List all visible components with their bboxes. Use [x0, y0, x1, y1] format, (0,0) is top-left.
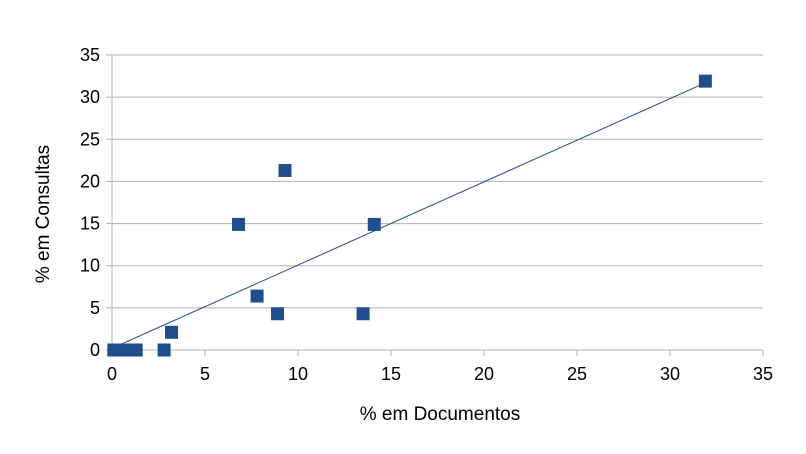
grid-lines: [112, 54, 763, 351]
y-tick-label-35: 35: [80, 45, 100, 65]
data-point-11: [278, 163, 292, 177]
x-tick-label-5: 5: [200, 364, 210, 384]
data-point-6: [157, 343, 171, 357]
y-tick-label-10: 10: [80, 256, 100, 276]
y-tick-label-0: 0: [90, 340, 100, 360]
data-point-10: [271, 307, 285, 321]
axes: [106, 54, 764, 356]
y-tick-label-20: 20: [80, 171, 100, 191]
data-point-13: [367, 217, 381, 231]
trendline: [119, 82, 706, 346]
y-tick-label-30: 30: [80, 87, 100, 107]
data-point-8: [231, 217, 245, 231]
data-points: [107, 74, 712, 357]
x-tick-label-25: 25: [567, 364, 587, 384]
data-point-7: [165, 325, 179, 339]
x-tick-label-35: 35: [753, 364, 773, 384]
x-tick-label-0: 0: [107, 364, 117, 384]
trendline-layer: [119, 82, 706, 346]
data-point-14: [698, 74, 712, 88]
y-tick-label-5: 5: [90, 298, 100, 318]
tick-labels: 0 5 10 15 20 25 30 35 0 5 10 15 20 25 30 35: [80, 45, 773, 384]
data-point-5: [129, 343, 143, 357]
y-axis-label: % em Consultas: [33, 145, 54, 283]
data-point-12: [356, 307, 370, 321]
y-tick-label-25: 25: [80, 129, 100, 149]
x-axis-label: % em Documentos: [360, 404, 521, 425]
x-tick-label-10: 10: [288, 364, 308, 384]
x-tick-label-30: 30: [660, 364, 680, 384]
x-tick-label-15: 15: [381, 364, 401, 384]
y-tick-label-15: 15: [80, 214, 100, 234]
data-point-9: [250, 289, 264, 303]
x-tick-label-20: 20: [474, 364, 494, 384]
